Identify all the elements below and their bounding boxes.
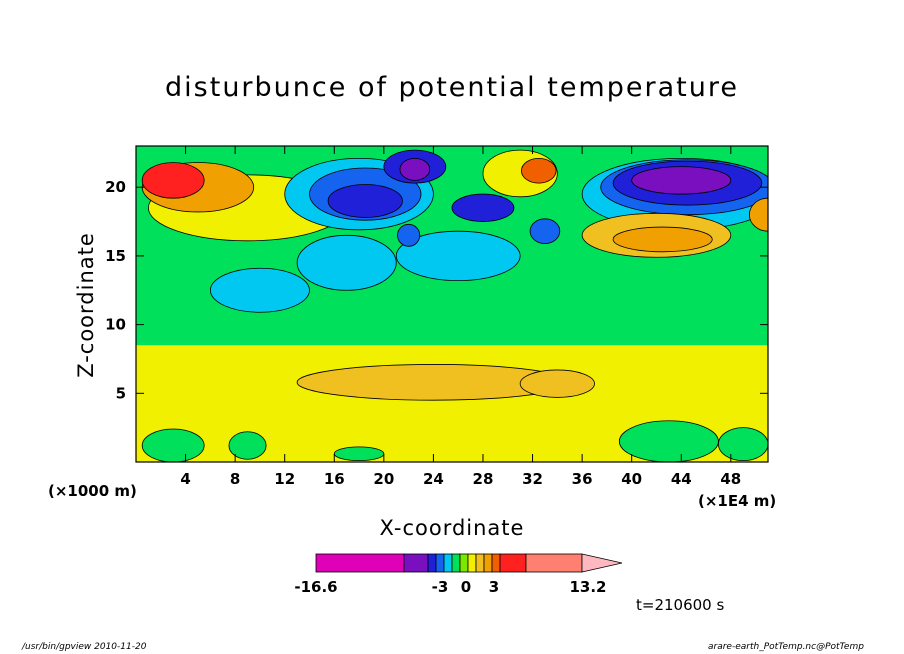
- contour-region-21: [529, 218, 561, 244]
- colorbar-segment: [451, 553, 461, 573]
- contour-region-1: [228, 431, 267, 460]
- colorbar-min-label: -16.6: [294, 578, 337, 596]
- contour-region-7: [209, 267, 310, 313]
- x-tick-label: 16: [324, 470, 345, 488]
- contour-region-9: [395, 230, 521, 282]
- colorbar-segment: [315, 553, 405, 573]
- colorbar-segment: [475, 553, 485, 573]
- x-scale-label: (×1E4 m): [698, 492, 777, 510]
- contour-region-28: [612, 226, 713, 253]
- x-tick-label: 44: [671, 470, 692, 488]
- contour-region-22: [397, 223, 421, 247]
- contour-region-26: [631, 166, 732, 195]
- y-tick-label: 15: [105, 247, 126, 265]
- contour-region-3: [618, 420, 719, 462]
- colorbar-segment: [443, 553, 453, 573]
- x-tick-label: 40: [621, 470, 642, 488]
- colorbar-segment: [435, 553, 445, 573]
- colorbar-segment: [403, 553, 429, 573]
- plot-frame: [135, 145, 769, 463]
- colorbar-segment: [427, 553, 437, 573]
- colorbar-arrow: [581, 553, 623, 573]
- colorbar-segment: [467, 553, 477, 573]
- x-tick-label: 48: [720, 470, 741, 488]
- colorbar-tick-label: -3: [432, 578, 449, 596]
- contour-region-0: [141, 428, 205, 462]
- x-tick-label: 36: [572, 470, 593, 488]
- chart-title: disturbunce of potential temperature: [165, 72, 739, 103]
- footer-left: /usr/bin/gpview 2010-11-20: [22, 642, 147, 652]
- x-tick-label: 20: [373, 470, 394, 488]
- colorbar-segment: [483, 553, 493, 573]
- colorbar-segment: [525, 553, 583, 573]
- x-axis-label-text: X-coordinate: [379, 516, 525, 540]
- contour-region-20: [451, 193, 515, 222]
- footer-right: arare-earth_PotTemp.nc@PotTemp: [708, 642, 864, 652]
- colorbar: -16.6 -3 0 3 13.2: [294, 553, 623, 596]
- contour-field: [136, 146, 768, 462]
- x-tick-label: 12: [274, 470, 295, 488]
- y-tick-label: 5: [116, 384, 126, 402]
- contour-region-6: [519, 369, 595, 398]
- y-tick-label: 10: [105, 316, 126, 334]
- time-label: t=210600 s: [636, 596, 725, 614]
- x-tick-label: 28: [473, 470, 494, 488]
- contour-region-19: [399, 157, 431, 181]
- colorbar-segment: [499, 553, 527, 573]
- x-axis-label: X-coordinate: [0, 516, 904, 540]
- colorbar-segment: [491, 553, 501, 573]
- x-tick-label: 24: [423, 470, 444, 488]
- x-tick-label: 4: [180, 470, 190, 488]
- contour-region-2: [333, 446, 385, 462]
- colorbar-max-label: 13.2: [569, 578, 606, 596]
- x-tick-label: 32: [522, 470, 543, 488]
- contour-region-8: [296, 234, 397, 291]
- contour-region-4: [718, 427, 768, 462]
- y-tick-label: 20: [105, 178, 126, 196]
- x-tick-label: 8: [230, 470, 240, 488]
- contour-region-14: [520, 157, 557, 184]
- colorbar-tick-label: 0: [461, 578, 471, 596]
- colorbar-tick-label: 3: [489, 578, 499, 596]
- x-unit-label: (×1000 m): [48, 482, 137, 500]
- colorbar-segment: [459, 553, 469, 573]
- contour-region-17: [327, 184, 403, 218]
- contour-region-12: [141, 162, 205, 199]
